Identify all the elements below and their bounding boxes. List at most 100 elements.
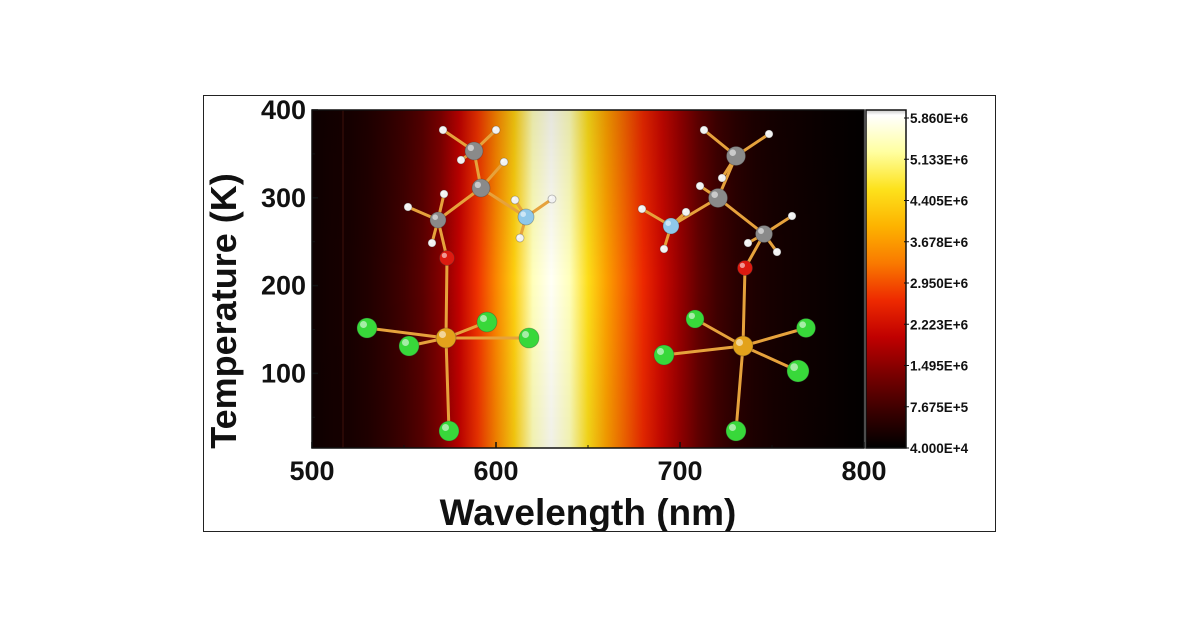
atom-h (681, 207, 691, 217)
atom-highlight (440, 127, 443, 130)
atom-highlight (719, 175, 722, 178)
atom-n (662, 217, 680, 235)
atom-h (547, 194, 557, 204)
atom-o (439, 250, 455, 266)
atom-highlight (493, 127, 496, 130)
atom-highlight (711, 191, 718, 198)
atom-highlight (441, 252, 447, 258)
atom-h (659, 244, 669, 254)
atom-highlight (661, 246, 664, 250)
atom-cl (796, 318, 816, 338)
atom-h (510, 195, 520, 205)
y-axis-title: Temperature (K) (204, 173, 244, 448)
atom-c (471, 178, 491, 198)
atom-cl (398, 335, 420, 357)
atom-highlight (520, 211, 526, 217)
atom-h (438, 125, 448, 135)
atom-highlight (549, 196, 552, 199)
y-tick-label: 400 (261, 96, 306, 125)
atom-highlight (439, 331, 446, 338)
atom-highlight (512, 197, 515, 200)
atom-h (764, 129, 774, 139)
colorbar-label: 4.000E+4 (910, 441, 969, 456)
bond (716, 196, 766, 236)
atom-highlight (458, 157, 461, 160)
atom-highlight (522, 331, 529, 338)
atom-h (699, 125, 709, 135)
atom-cl (786, 359, 810, 383)
colorbar-label: 4.405E+6 (910, 194, 969, 209)
colorbar-label: 3.678E+6 (910, 235, 969, 250)
x-tick-label: 500 (289, 456, 334, 486)
atom-mn (732, 335, 754, 357)
colorbar-label: 1.495E+6 (910, 359, 969, 374)
atom-highlight (774, 249, 777, 253)
plot-area (311, 109, 865, 449)
atom-cl (685, 309, 705, 329)
atom-highlight (697, 183, 700, 186)
atom-h (743, 238, 753, 248)
atom-h (787, 211, 797, 221)
x-tick-label: 800 (841, 456, 886, 486)
atom-highlight (799, 321, 806, 328)
atom-mn (435, 327, 457, 349)
colorbar-label: 5.133E+6 (910, 152, 969, 167)
bond (741, 266, 747, 348)
x-tick-label: 700 (657, 456, 702, 486)
x-axis-title: Wavelength (nm) (440, 492, 737, 531)
atom-highlight (790, 363, 799, 371)
atom-cl (518, 327, 540, 349)
atom-h (499, 157, 509, 167)
atom-highlight (683, 209, 686, 212)
y-tick-label: 300 (261, 183, 306, 213)
atom-h (491, 125, 501, 135)
atom-o (737, 260, 753, 276)
bond (365, 326, 448, 340)
atom-highlight (480, 315, 487, 322)
atom-highlight (474, 181, 481, 188)
y-axis-ticks: 100 200 300 400 (261, 96, 318, 418)
x-tick-label: 600 (473, 456, 518, 486)
atom-highlight (501, 159, 504, 162)
atom-highlight (688, 312, 695, 319)
atom-highlight (729, 424, 736, 431)
atom-h (717, 173, 727, 183)
molecule-left (356, 125, 557, 442)
atom-h (695, 181, 705, 191)
y-tick-label: 100 (261, 358, 306, 388)
atom-cl (653, 344, 675, 366)
molecule-right (637, 125, 816, 442)
atom-cl (725, 420, 747, 442)
atom-highlight (402, 339, 409, 346)
atom-h (456, 155, 466, 165)
atom-h (403, 202, 413, 212)
atom-highlight (739, 262, 745, 268)
atom-c (708, 188, 728, 208)
atom-h (515, 233, 525, 243)
bond (444, 256, 449, 340)
atom-highlight (736, 339, 743, 346)
atom-c (755, 225, 773, 243)
heatmap-chart: 500 600 700 800 100 200 300 400 Wavelength (nm… (204, 96, 969, 531)
colorbar-label: 2.950E+6 (910, 276, 969, 291)
colorbar-labels: 5.860E+6 5.133E+6 4.405E+6 3.678E+6 2.950E+6… (904, 111, 969, 456)
atom-highlight (766, 131, 769, 134)
bond (741, 326, 808, 348)
atom-highlight (701, 127, 704, 130)
heatmap-shade (312, 110, 864, 448)
colorbar-label: 7.675E+5 (910, 400, 969, 415)
atom-highlight (442, 424, 449, 431)
atom-highlight (665, 220, 671, 226)
atom-highlight (758, 228, 765, 234)
atom-highlight (639, 206, 642, 209)
atom-cl (356, 317, 378, 339)
atom-cl (438, 420, 460, 442)
atom-h (439, 189, 449, 199)
bond (444, 336, 451, 433)
atom-highlight (441, 191, 444, 194)
colorbar-label: 2.223E+6 (910, 317, 969, 332)
atom-highlight (405, 204, 408, 207)
colorbar: 5.860E+6 5.133E+6 4.405E+6 3.678E+6 2.950E+6… (865, 109, 969, 456)
atom-highlight (360, 321, 367, 328)
figure-frame: 500 600 700 800 100 200 300 400 Wavelength (nm… (203, 95, 996, 532)
